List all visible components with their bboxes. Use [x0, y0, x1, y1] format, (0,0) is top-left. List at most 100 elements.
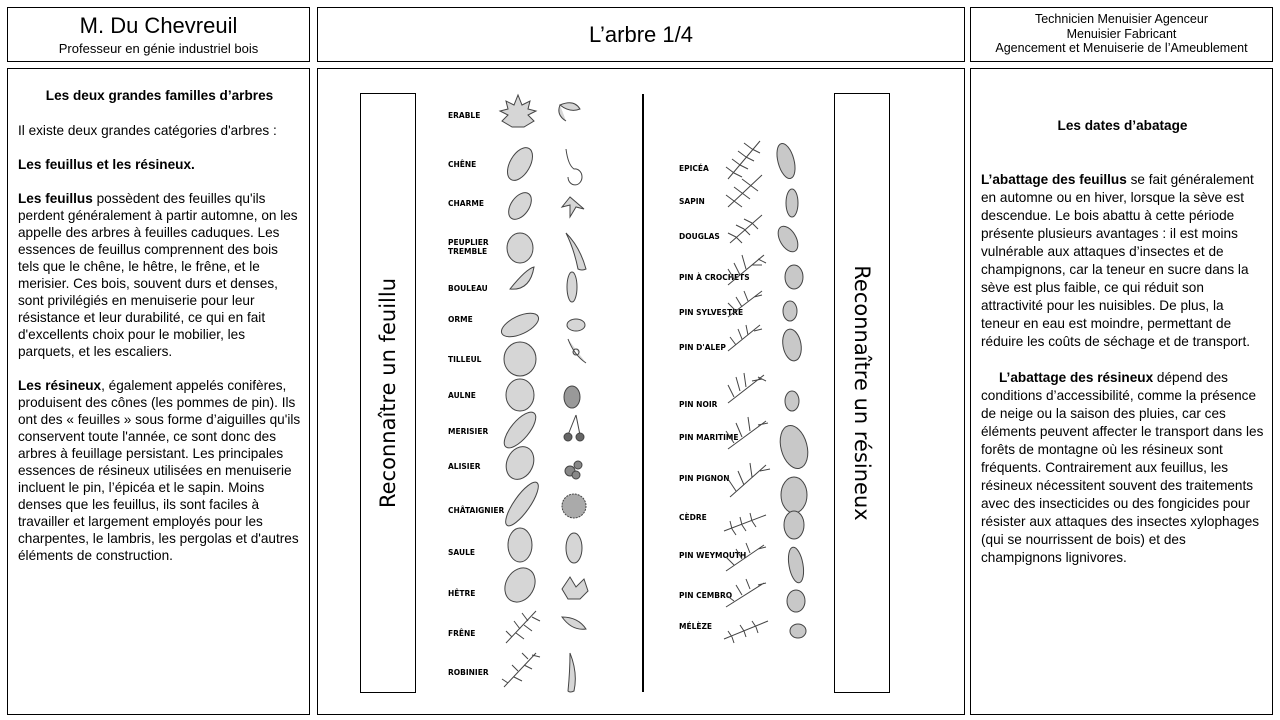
tree-label-feuillu: ROBINIER — [448, 668, 489, 677]
cherry-leaf-icon — [503, 411, 537, 449]
arolla-pine-needles-icon — [725, 578, 767, 608]
feuillu-vertical-title: Reconnaître un feuillu — [376, 277, 400, 509]
tree-label-feuillu: BOULEAU — [448, 284, 488, 293]
chestnut-leaf-icon — [505, 481, 539, 527]
feuillus-paragraph: Les feuillus possèdent des feuilles qu'i… — [18, 190, 301, 360]
abattage-feuillus-paragraph: L’abattage des feuillus se fait générale… — [981, 171, 1264, 351]
arolla-pine-cone-icon — [786, 589, 806, 613]
families-bold: Les feuillus et les résineux. — [18, 157, 195, 172]
right-heading: Les dates d’abatage — [1057, 118, 1188, 133]
tree-label-feuillu: SAULE — [448, 548, 475, 557]
tree-label-resineux: PIN CEMBRO — [679, 591, 733, 600]
resineux-label: Les résineux — [18, 378, 102, 393]
teacher-name: M. Du Chevreuil — [79, 13, 238, 38]
hornbeam-fruit-icon — [560, 196, 585, 219]
center-divider — [642, 94, 644, 692]
resineux-paragraph: Les résineux, également appelés conifère… — [18, 377, 301, 564]
alder-cone-icon — [563, 385, 581, 409]
black-pine-cone-icon — [784, 390, 800, 412]
tree-label-feuillu: PEUPLIER TREMBLE — [448, 238, 489, 256]
right-text-panel: Les dates d’abatage L’abattage des feuil… — [970, 68, 1273, 715]
douglas-cone-icon — [777, 225, 799, 253]
tree-label-resineux: MÉLÈZE — [679, 622, 713, 631]
tree-label-resineux: EPICÉA — [679, 164, 709, 173]
birch-leaf-icon — [509, 266, 535, 290]
aleppo-pine-cone-icon — [782, 328, 802, 362]
tree-label-resineux: PIN PIGNON — [679, 474, 730, 483]
tree-label-feuillu: CHÊNE — [448, 160, 477, 169]
tree-label-feuillu: HÊTRE — [448, 589, 476, 598]
oak-leaf-icon — [507, 147, 533, 181]
linden-leaf-icon — [503, 341, 537, 377]
elm-leaf-icon — [500, 312, 540, 338]
feuillus-illustrations — [498, 93, 589, 693]
tree-label-feuillu: AULNE — [448, 391, 476, 400]
left-text-panel: Les deux grandes familles d’arbres Il ex… — [7, 68, 310, 715]
aspen-catkin-icon — [565, 232, 587, 271]
tree-label-feuillu: CHÂTAIGNIER — [448, 506, 505, 515]
mountain-pine-needles-icon — [727, 254, 767, 286]
stone-pine-cone-icon — [780, 476, 808, 514]
course-line: Technicien Menuisier Agenceur — [1034, 12, 1209, 26]
weymouth-pine-cone-icon — [787, 546, 805, 584]
feuillus-label: Les feuillus — [18, 191, 93, 206]
linden-fruit-icon — [567, 338, 587, 364]
intro-paragraph: Il existe deux grandes catégories d'arbr… — [18, 123, 277, 138]
tree-label-feuillu: ALISIER — [448, 462, 481, 471]
spruce-branch-icon — [725, 140, 761, 180]
tree-label-feuillu: MERISIER — [448, 427, 489, 436]
resineux-vertical-title: Reconnaître un résineux — [850, 265, 874, 521]
tree-label-resineux: SAPIN — [679, 197, 705, 206]
aleppo-pine-needles-icon — [727, 324, 763, 352]
abattage-resineux-paragraph: L’abattage des résineux dépend des condi… — [981, 369, 1264, 567]
black-pine-needles-icon — [727, 372, 767, 404]
tree-label-feuillu: TILLEUL — [448, 355, 482, 364]
elm-seed-icon — [566, 318, 586, 332]
spruce-cone-icon — [776, 142, 796, 180]
course-line: Menuisier Fabricant — [1066, 26, 1177, 41]
mountain-pine-cone-icon — [784, 264, 804, 290]
tree-label-resineux: PIN SYLVESTRE — [679, 308, 744, 317]
tree-label-resineux: DOUGLAS — [679, 232, 720, 241]
service-tree-leaf-icon — [505, 446, 535, 480]
tree-label-resineux: PIN NOIR — [679, 400, 718, 409]
scots-pine-cone-icon — [782, 300, 798, 322]
willow-catkin-icon — [565, 532, 583, 564]
feuillu-vertical-box: Reconnaître un feuillu — [360, 93, 416, 693]
page-title: L’arbre 1/4 — [589, 21, 693, 47]
teacher-role: Professeur en génie industriel bois — [58, 41, 259, 56]
left-heading: Les deux grandes familles d’arbres — [45, 88, 274, 103]
robinia-pod-icon — [567, 652, 576, 693]
beech-leaf-icon — [504, 567, 536, 603]
maple-leaf-icon — [498, 93, 538, 128]
douglas-branch-icon — [727, 214, 763, 244]
larch-branch-icon — [723, 620, 769, 644]
courses-header: Technicien Menuisier Agenceur Menuisier … — [970, 7, 1273, 62]
robinia-leaf-icon — [501, 652, 541, 688]
identification-panel: Reconnaître un feuillu Reconnaître un ré… — [317, 68, 965, 715]
abattage-resineux-label: L’abattage des résineux — [999, 370, 1154, 385]
tree-label-feuillu: ERABLE — [448, 111, 481, 120]
resineux-illustrations — [723, 140, 809, 644]
acorn-icon — [565, 148, 583, 186]
aspen-leaf-icon — [506, 232, 534, 264]
resineux-text: , également appelés conifères, produisen… — [18, 378, 301, 563]
stone-pine-needles-icon — [727, 462, 771, 498]
birch-catkin-icon — [566, 271, 578, 303]
maritime-pine-cone-icon — [779, 424, 809, 470]
maritime-pine-needles-icon — [725, 416, 769, 450]
hornbeam-leaf-icon — [508, 192, 532, 220]
abattage-feuillus-text: se fait généralement en automne ou en hi… — [981, 172, 1254, 349]
alder-leaf-icon — [505, 378, 535, 412]
ash-leaf-icon — [505, 610, 541, 644]
fir-cone-icon — [785, 188, 799, 218]
scots-pine-needles-icon — [727, 290, 763, 318]
larch-cone-icon — [789, 623, 807, 639]
tree-label-feuillu: ORME — [448, 315, 473, 324]
families-paragraph: Les feuillus et les résineux. — [18, 156, 301, 173]
abattage-feuillus-label: L’abattage des feuillus — [981, 172, 1127, 187]
cherry-fruit-icon — [567, 414, 581, 436]
tree-label-feuillu: CHARME — [448, 199, 484, 208]
course-line: Agencement et Menuiserie de l’Ameublemen… — [995, 41, 1248, 55]
tree-label-resineux: PIN WEYMOUTH — [679, 551, 747, 560]
